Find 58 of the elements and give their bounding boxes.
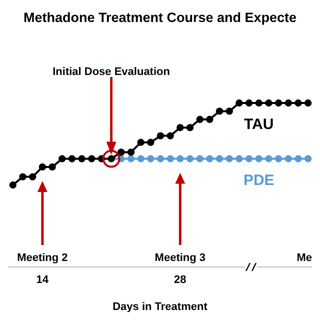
point xyxy=(156,155,164,162)
point xyxy=(294,155,302,162)
annotation: Me xyxy=(296,252,312,264)
point xyxy=(176,124,184,132)
point xyxy=(166,155,174,162)
point xyxy=(265,155,272,162)
point xyxy=(9,181,17,189)
point xyxy=(127,155,135,162)
point xyxy=(206,116,214,123)
point xyxy=(226,108,233,115)
annotation: Meeting 2 xyxy=(17,252,68,264)
point xyxy=(206,155,214,162)
point xyxy=(255,155,262,162)
point xyxy=(78,155,86,162)
point xyxy=(274,155,282,162)
point xyxy=(137,138,144,146)
point xyxy=(216,155,224,162)
point xyxy=(245,155,253,162)
point xyxy=(196,155,204,162)
point xyxy=(118,148,125,156)
point xyxy=(255,99,262,107)
point xyxy=(245,99,253,107)
chart-title: Methadone Treatment Course and Expecte xyxy=(22,10,298,25)
point xyxy=(88,155,96,162)
point xyxy=(48,163,56,171)
point xyxy=(304,155,312,162)
point xyxy=(137,155,144,162)
point xyxy=(236,99,243,107)
point xyxy=(176,155,184,162)
point xyxy=(28,173,36,180)
x-axis-title: Days in Treatment xyxy=(112,301,208,313)
point xyxy=(284,155,292,162)
point xyxy=(156,132,164,140)
point xyxy=(265,99,272,107)
point xyxy=(294,99,302,107)
point xyxy=(274,99,282,107)
point xyxy=(147,155,154,162)
point xyxy=(19,173,26,180)
annotation: Meeting 3 xyxy=(154,252,206,264)
point xyxy=(58,155,66,162)
series-label: TAU xyxy=(244,116,274,133)
point xyxy=(236,155,243,162)
point xyxy=(68,155,76,162)
point xyxy=(284,99,292,107)
series-label: PDE xyxy=(243,172,274,189)
point xyxy=(186,155,194,162)
point xyxy=(216,108,224,115)
x-tick-label: 14 xyxy=(36,274,50,286)
point xyxy=(196,116,204,123)
text: Initial Dose Evaluation xyxy=(52,66,170,78)
point xyxy=(304,99,312,107)
point xyxy=(127,148,135,156)
point xyxy=(166,132,174,140)
point xyxy=(38,163,46,171)
point xyxy=(147,138,154,146)
x-tick-label: 28 xyxy=(174,274,186,286)
point xyxy=(226,155,233,162)
point xyxy=(186,124,194,132)
